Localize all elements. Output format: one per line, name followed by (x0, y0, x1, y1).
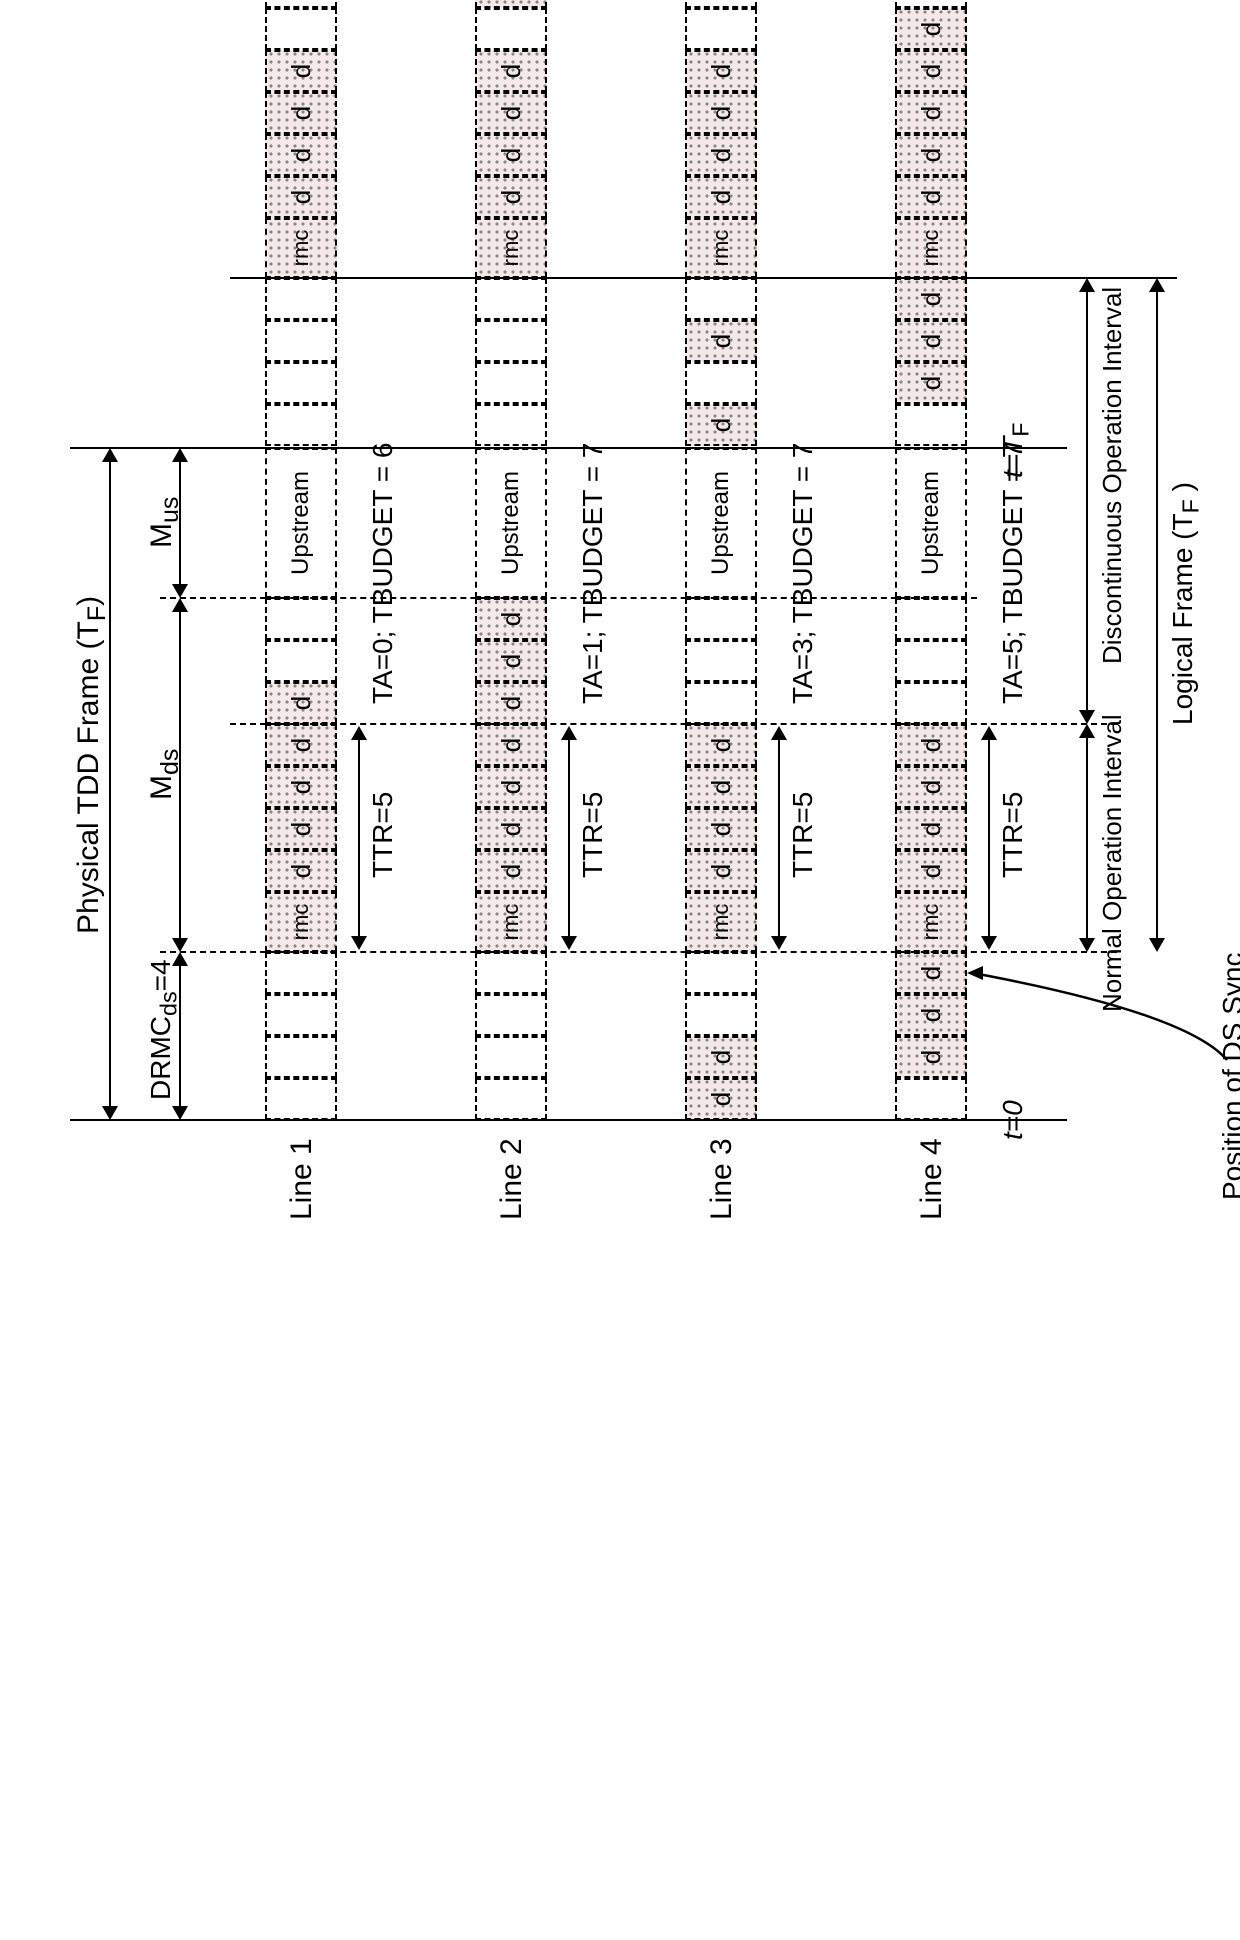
tdd-frame-diagram: Line 1rmcdddddUpstreamTTR=5TA=0; TBUDGET… (20, 0, 1240, 1260)
sync-pointer (20, 0, 1240, 1260)
sync-label-1: Position of DS Sync (1217, 953, 1240, 1200)
